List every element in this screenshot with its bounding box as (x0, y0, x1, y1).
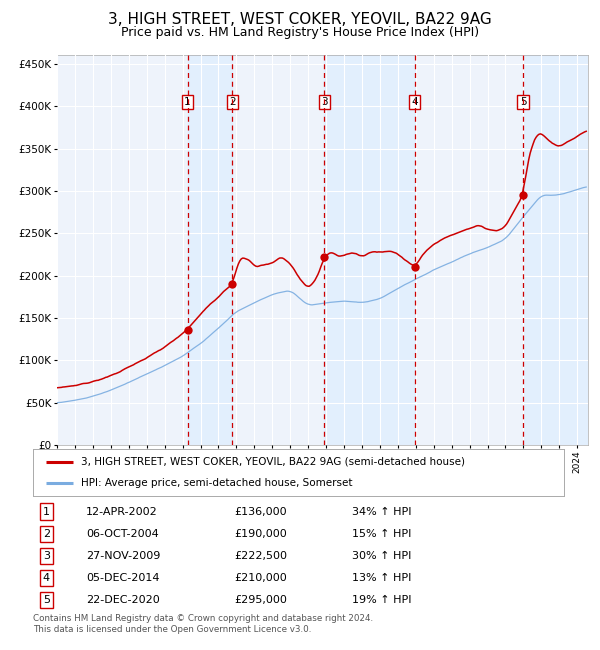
Text: 2: 2 (229, 97, 236, 107)
Text: 4: 4 (411, 97, 418, 107)
Text: HPI: Average price, semi-detached house, Somerset: HPI: Average price, semi-detached house,… (81, 478, 352, 488)
Text: 15% ↑ HPI: 15% ↑ HPI (352, 528, 411, 539)
Text: £210,000: £210,000 (235, 573, 287, 583)
Text: 5: 5 (43, 595, 50, 605)
Bar (523, 55, 588, 445)
Text: 27-NOV-2009: 27-NOV-2009 (86, 551, 160, 561)
Text: £136,000: £136,000 (235, 506, 287, 517)
Text: 4: 4 (43, 573, 50, 583)
Text: 3, HIGH STREET, WEST COKER, YEOVIL, BA22 9AG (semi-detached house): 3, HIGH STREET, WEST COKER, YEOVIL, BA22… (81, 457, 465, 467)
Text: 3, HIGH STREET, WEST COKER, YEOVIL, BA22 9AG: 3, HIGH STREET, WEST COKER, YEOVIL, BA22… (108, 12, 492, 27)
Text: 05-DEC-2014: 05-DEC-2014 (86, 573, 160, 583)
Text: Price paid vs. HM Land Registry's House Price Index (HPI): Price paid vs. HM Land Registry's House … (121, 26, 479, 39)
Bar (324, 55, 415, 445)
Text: 13% ↑ HPI: 13% ↑ HPI (352, 573, 411, 583)
Text: 06-OCT-2004: 06-OCT-2004 (86, 528, 159, 539)
Text: 2: 2 (43, 528, 50, 539)
Text: 12-APR-2002: 12-APR-2002 (86, 506, 158, 517)
Text: £222,500: £222,500 (235, 551, 288, 561)
Text: 1: 1 (43, 506, 50, 517)
Text: 1: 1 (184, 97, 191, 107)
Text: 30% ↑ HPI: 30% ↑ HPI (352, 551, 411, 561)
Text: 3: 3 (321, 97, 328, 107)
Text: £190,000: £190,000 (235, 528, 287, 539)
Text: 3: 3 (43, 551, 50, 561)
Text: 19% ↑ HPI: 19% ↑ HPI (352, 595, 411, 605)
Text: 5: 5 (520, 97, 526, 107)
Text: Contains HM Land Registry data © Crown copyright and database right 2024.
This d: Contains HM Land Registry data © Crown c… (33, 614, 373, 634)
Text: £295,000: £295,000 (235, 595, 287, 605)
Bar (188, 55, 232, 445)
Text: 22-DEC-2020: 22-DEC-2020 (86, 595, 160, 605)
Text: 34% ↑ HPI: 34% ↑ HPI (352, 506, 411, 517)
